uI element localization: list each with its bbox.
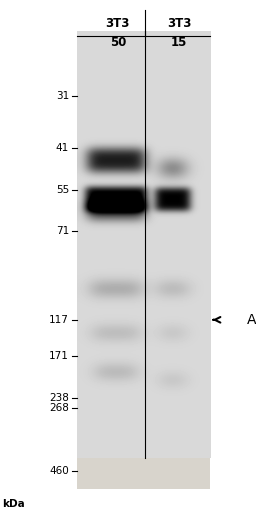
Text: 3T3: 3T3 bbox=[105, 17, 130, 30]
Text: 238: 238 bbox=[49, 393, 69, 403]
Text: 3T3: 3T3 bbox=[167, 17, 191, 30]
Text: 50: 50 bbox=[110, 36, 126, 49]
Text: 460: 460 bbox=[49, 465, 69, 476]
Text: 268: 268 bbox=[49, 403, 69, 413]
Text: 41: 41 bbox=[56, 143, 69, 153]
Text: ACL: ACL bbox=[247, 313, 256, 327]
Text: 171: 171 bbox=[49, 351, 69, 361]
Text: 31: 31 bbox=[56, 91, 69, 101]
Text: 71: 71 bbox=[56, 226, 69, 237]
Bar bbox=[77, 62, 210, 489]
Text: 15: 15 bbox=[171, 36, 187, 49]
Text: 117: 117 bbox=[49, 315, 69, 325]
Text: 55: 55 bbox=[56, 185, 69, 195]
Text: kDa: kDa bbox=[3, 499, 25, 509]
